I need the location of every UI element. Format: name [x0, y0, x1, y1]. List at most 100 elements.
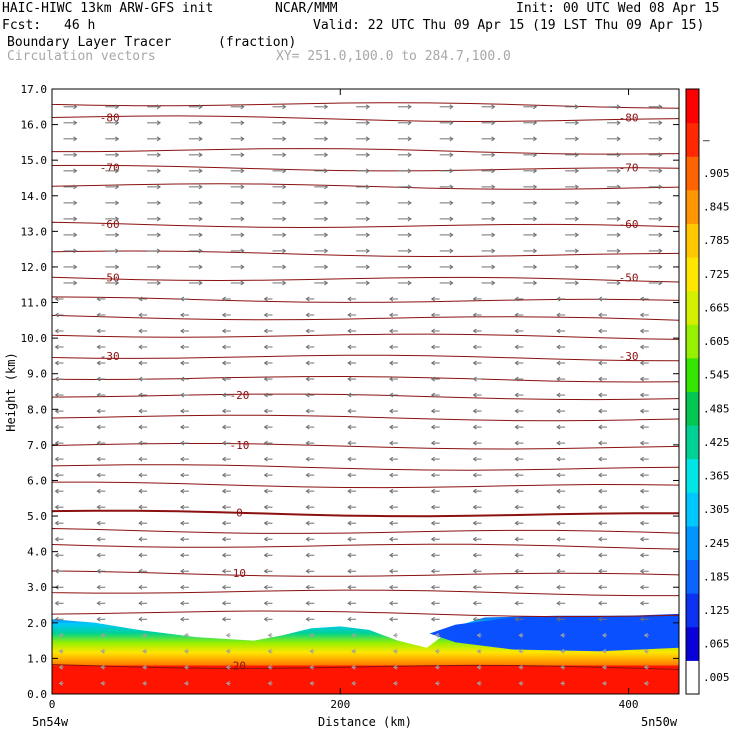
- wind-vector-head: [198, 104, 203, 110]
- wind-vector-head: [616, 248, 621, 254]
- wind-vector-head: [267, 680, 272, 686]
- wind-vector-head: [393, 632, 398, 638]
- wind-vector-head: [514, 520, 519, 526]
- wind-vector-head: [407, 168, 412, 174]
- wind-vector-head: [309, 632, 314, 638]
- wind-vector-head: [324, 248, 329, 254]
- wind-vector-head: [180, 328, 185, 334]
- wind-vector-head: [598, 424, 603, 430]
- wind-vector-head: [393, 648, 398, 654]
- wind-vector-head: [598, 552, 603, 558]
- wind-vector-head: [430, 360, 436, 366]
- y-tick-label: 11.0: [21, 297, 48, 310]
- wind-vector-head: [180, 408, 185, 414]
- wind-vector-head: [514, 616, 519, 622]
- wind-vector-head: [96, 360, 101, 366]
- contour-line: [52, 527, 679, 534]
- wind-vector-head: [430, 296, 436, 302]
- wind-vector-head: [491, 200, 496, 206]
- wind-vector-head: [407, 232, 412, 238]
- wind-vector-head: [324, 232, 329, 238]
- wind-vector-head: [347, 520, 352, 526]
- wind-vector-head: [221, 584, 227, 590]
- wind-vector-head: [324, 264, 329, 270]
- wind-vector-head: [639, 424, 645, 430]
- wind-vector-head: [639, 552, 645, 558]
- wind-vector-head: [180, 584, 185, 590]
- wind-vector-head: [156, 280, 162, 286]
- wind-vector-head: [240, 200, 245, 206]
- wind-vector-head: [240, 216, 245, 222]
- colorbar-swatch: [686, 156, 699, 191]
- wind-vector-head: [221, 504, 227, 510]
- wind-vector-head: [389, 312, 394, 318]
- wind-vector-head: [639, 536, 645, 542]
- wind-vector-head: [263, 568, 268, 574]
- wind-vector-head: [324, 104, 329, 110]
- wind-vector-head: [138, 328, 143, 334]
- wind-vector-head: [347, 424, 352, 430]
- wind-vector-head: [598, 472, 603, 478]
- wind-vector-head: [221, 392, 227, 398]
- wind-vector-head: [225, 680, 231, 686]
- wind-vector-head: [533, 120, 538, 126]
- wind-vector-head: [658, 264, 663, 270]
- wind-vector-head: [138, 360, 143, 366]
- y-tick-label: 0.0: [27, 688, 47, 701]
- wind-vector-head: [598, 488, 603, 494]
- wind-vector-head: [96, 488, 101, 494]
- wind-vector-head: [434, 680, 440, 686]
- wind-vector-head: [598, 296, 603, 302]
- wind-vector-head: [556, 408, 561, 414]
- wind-vector-head: [58, 680, 63, 686]
- colorbar-swatch: [686, 223, 699, 258]
- wind-vector-head: [491, 232, 496, 238]
- wind-vector-head: [556, 376, 561, 382]
- wind-vector-head: [267, 632, 272, 638]
- wind-vector-head: [658, 216, 663, 222]
- wind-vector-head: [142, 648, 147, 654]
- wind-vector-head: [180, 456, 185, 462]
- wind-vector-head: [263, 392, 268, 398]
- colorbar-label: .605: [703, 335, 730, 348]
- wind-vector-head: [305, 424, 310, 430]
- colorbar-swatch: [686, 458, 699, 493]
- wind-vector-head: [347, 536, 352, 542]
- x-tick-label: 400: [619, 698, 639, 711]
- wind-vector-head: [138, 584, 143, 590]
- wind-vector-head: [54, 552, 59, 558]
- contour-label: -30: [619, 350, 639, 363]
- wind-vector-head: [305, 552, 310, 558]
- wind-vector-head: [556, 328, 561, 334]
- wind-vector-head: [180, 296, 185, 302]
- wind-vector-head: [156, 200, 162, 206]
- wind-vector-head: [449, 168, 454, 174]
- wind-vector-head: [156, 184, 162, 190]
- wind-vector-head: [180, 536, 185, 542]
- wind-vector-head: [282, 216, 287, 222]
- wind-vector-head: [472, 504, 477, 510]
- wind-vector-head: [389, 552, 394, 558]
- wind-vector-head: [560, 632, 565, 638]
- wind-vector-head: [639, 504, 645, 510]
- wind-vector-head: [225, 648, 231, 654]
- wind-vector-head: [115, 216, 120, 222]
- wind-vector-head: [514, 440, 519, 446]
- wind-vector-head: [138, 472, 143, 478]
- wind-vector-head: [156, 120, 162, 126]
- wind-vector-head: [138, 440, 143, 446]
- wind-vector-head: [639, 472, 645, 478]
- contour-line: [52, 333, 679, 340]
- wind-vector-head: [221, 312, 227, 318]
- wind-vector-head: [263, 424, 268, 430]
- wind-vector-head: [263, 536, 268, 542]
- wind-vector-head: [73, 248, 78, 254]
- wind-vector-head: [602, 632, 607, 638]
- wind-vector-head: [180, 424, 185, 430]
- wind-vector-head: [156, 248, 162, 254]
- wind-vector-head: [616, 136, 621, 142]
- wind-vector-head: [54, 488, 59, 494]
- wind-vector-head: [434, 648, 440, 654]
- wind-vector-head: [491, 152, 496, 158]
- wind-vector-head: [58, 632, 63, 638]
